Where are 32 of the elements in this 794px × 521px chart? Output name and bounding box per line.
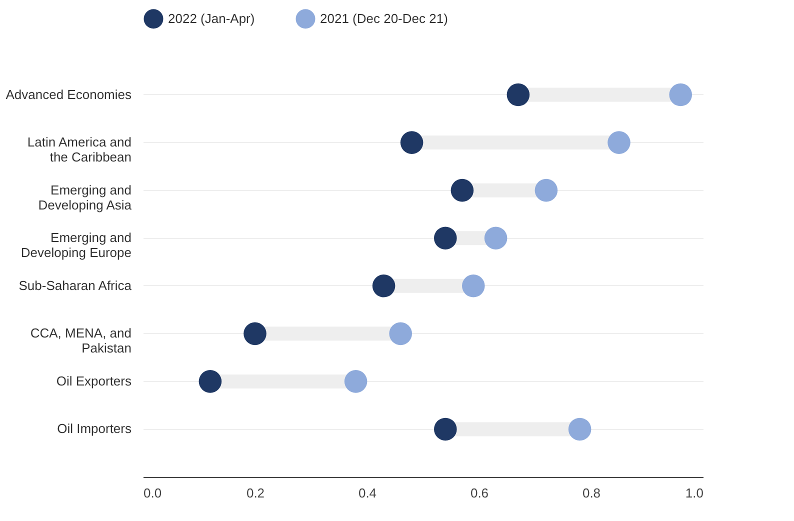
point [669,83,692,106]
y-tick-label: CCA, MENA, and Pakistan [30,326,132,356]
x-tick-label: 0.2 [246,486,265,500]
y-tick-label: Sub-Saharan Africa [18,278,132,293]
x-tick-label: 1.0 [685,486,704,500]
y-tick-label: Emerging and Developing Asia [38,182,132,212]
point [434,226,457,250]
y-tick-label: Oil Exporters [56,373,132,388]
point [450,178,474,202]
y-tick-label: Emerging and Developing Europe [20,230,132,260]
x-tick-label: 0.4 [358,486,377,500]
x-tick-label: 0.8 [582,486,601,500]
point [608,131,630,154]
x-tick-label: 0.0 [144,486,162,500]
point [534,178,558,202]
x-tick-label: 0.6 [470,486,489,500]
point [389,322,412,346]
point [400,131,424,154]
point [462,274,485,298]
y-tick-label: Latin America and the Caribbean [27,134,132,165]
point [434,418,457,441]
point [506,83,530,106]
y-tick-label: Advanced Economies [6,86,132,102]
legend-label: 2021 (Dec 20-Dec 21) [320,10,448,26]
point [198,370,222,393]
point [372,274,396,298]
point [344,370,368,393]
point [244,322,266,346]
y-tick-label: Oil Importers [57,421,132,436]
legend-label: 2022 (Jan-Apr) [168,10,255,26]
point [568,418,592,441]
point [484,226,508,250]
